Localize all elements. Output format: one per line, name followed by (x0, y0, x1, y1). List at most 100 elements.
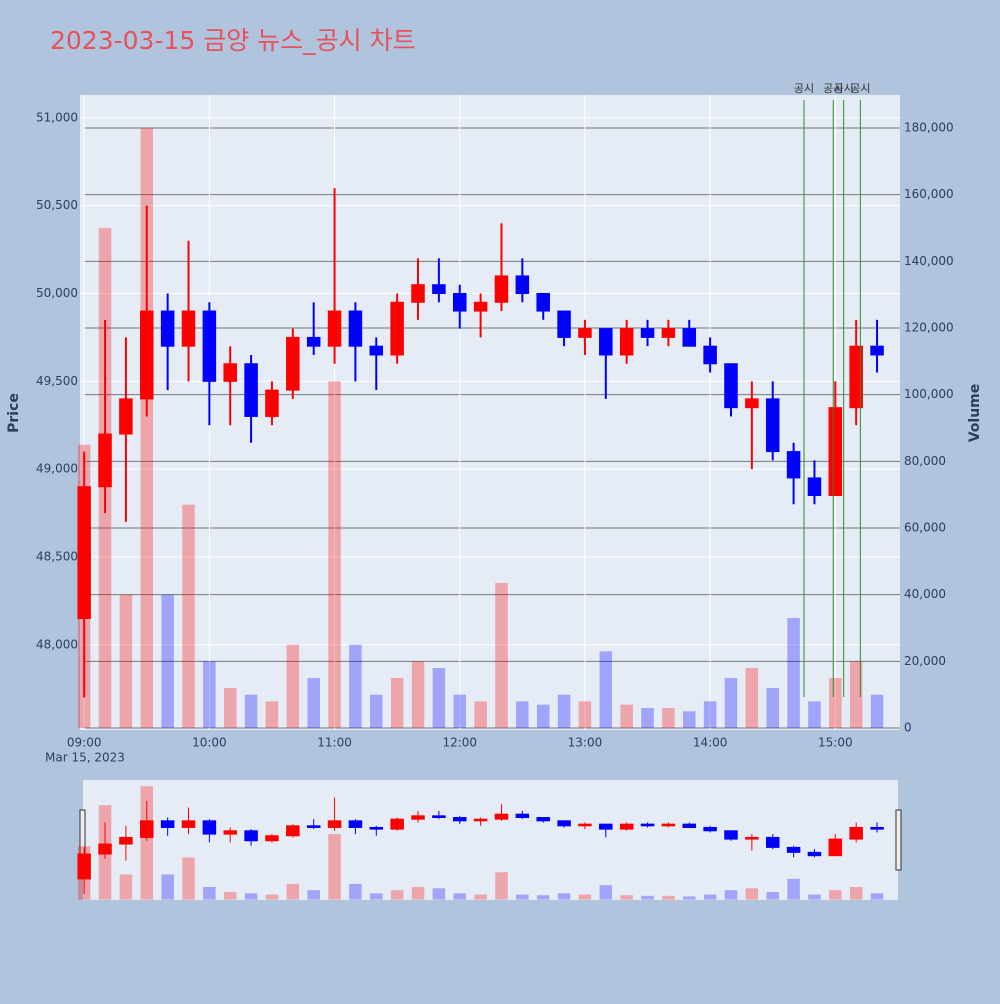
slider-volume-bar (557, 893, 571, 900)
candle-body (306, 336, 321, 347)
candle-body (682, 328, 697, 347)
slider-volume-bar (808, 894, 821, 900)
y2-tick-label: 20,000 (904, 654, 946, 668)
slider-candle-body (223, 830, 237, 835)
candle-body (703, 345, 717, 365)
slider-candle-body (619, 823, 634, 830)
volume-bar (223, 688, 237, 728)
slider-volume-bar (641, 895, 654, 900)
volume-bar (870, 694, 884, 728)
slider-volume-bar (119, 874, 133, 900)
volume-bar (745, 668, 759, 728)
candle-body (828, 407, 843, 496)
candle-body (494, 275, 509, 303)
volume-bar (557, 694, 571, 728)
volume-bar (453, 694, 467, 728)
volume-bar (683, 711, 696, 728)
volume-bar (620, 704, 633, 728)
volume-bar (432, 668, 446, 728)
slider-volume-bar (161, 874, 174, 900)
volume-bar (495, 583, 508, 728)
slider-candle-body (432, 815, 446, 819)
candle-body (98, 433, 112, 488)
slider-volume-bar (599, 885, 613, 900)
volume-bar (599, 651, 613, 728)
annotation-label: 공시 (850, 82, 870, 95)
slider-candle-body (119, 836, 133, 845)
candle-body (369, 345, 384, 356)
y2-tick-label: 100,000 (904, 387, 954, 401)
range-handle-right[interactable] (895, 809, 902, 871)
volume-bar (349, 644, 362, 728)
plot-area (80, 95, 900, 730)
slider-volume-bar (370, 893, 383, 900)
candle-body (786, 451, 801, 479)
slider-candle-body (98, 843, 112, 855)
slider-volume-bar (328, 834, 341, 900)
candle-body (640, 328, 655, 338)
volume-bar (703, 701, 717, 728)
candle-body (160, 310, 175, 347)
x-tick-label: 13:00 (568, 736, 603, 750)
slider-candle-body (181, 820, 196, 828)
candle-body (223, 363, 237, 382)
candle-body (348, 310, 363, 347)
volume-bar (808, 701, 821, 728)
slider-volume-bar (474, 894, 487, 900)
volume-bar (140, 128, 154, 728)
candle-body (411, 284, 425, 303)
slider-candle-body (77, 853, 91, 880)
slider-candle-body (536, 817, 550, 822)
candle-body (119, 398, 133, 435)
slider-candle-body (160, 820, 175, 828)
candle-body (265, 389, 279, 417)
slider-volume-bar (703, 894, 717, 900)
annotation-label: 공시 (834, 82, 854, 95)
slider-volume-bar (495, 872, 508, 900)
slider-candle-body (140, 820, 154, 838)
annotation-label: 공시 (794, 82, 814, 95)
x-date-label: Mar 15, 2023 (45, 751, 125, 765)
candle-body (432, 284, 446, 294)
slider-volume-bar (453, 893, 467, 900)
x-tick-label: 15:00 (818, 736, 853, 750)
volume-bar (662, 708, 675, 728)
y2-tick-label: 120,000 (904, 321, 954, 335)
slider-candle-body (786, 846, 801, 853)
volume-bar (328, 381, 341, 728)
slider-candle-body (745, 836, 759, 840)
volume-bar (829, 678, 842, 728)
volume-bar (244, 694, 258, 728)
x-tick-label: 10:00 (192, 736, 227, 750)
slider-candle-body (473, 818, 488, 822)
slider-candle-body (870, 826, 884, 830)
volume-bar (203, 661, 216, 728)
slider-volume-bar (390, 890, 404, 900)
slider-volume-bar (307, 890, 320, 900)
slider-candle-body (849, 826, 863, 840)
candle-body (661, 328, 676, 338)
y2-axis-title: Volume (967, 384, 983, 443)
volume-bar (182, 504, 195, 728)
slider-candle-body (640, 823, 655, 827)
y-tick-label: 48,000 (36, 637, 78, 651)
slider-candle-body (807, 851, 822, 857)
slider-candle-body (578, 823, 592, 827)
slider-volume-bar (223, 892, 237, 900)
volume-bar (536, 704, 550, 728)
y-tick-label: 49,500 (36, 374, 78, 388)
y-tick-label: 50,000 (36, 286, 78, 300)
candle-body (578, 328, 592, 338)
candle-body (181, 310, 196, 347)
slider-volume-bar (620, 895, 633, 900)
slider-volume-bar (766, 892, 779, 900)
slider-candle-body (494, 813, 509, 820)
slider-volume-bar (536, 895, 550, 900)
slider-candle-body (828, 838, 843, 857)
slider-volume-bar (724, 890, 738, 900)
y-tick-label: 50,500 (36, 198, 78, 212)
slider-volume-bar (286, 883, 300, 900)
range-slider[interactable] (83, 780, 898, 900)
candle-body (599, 328, 613, 356)
slider-volume-bar (849, 887, 863, 900)
